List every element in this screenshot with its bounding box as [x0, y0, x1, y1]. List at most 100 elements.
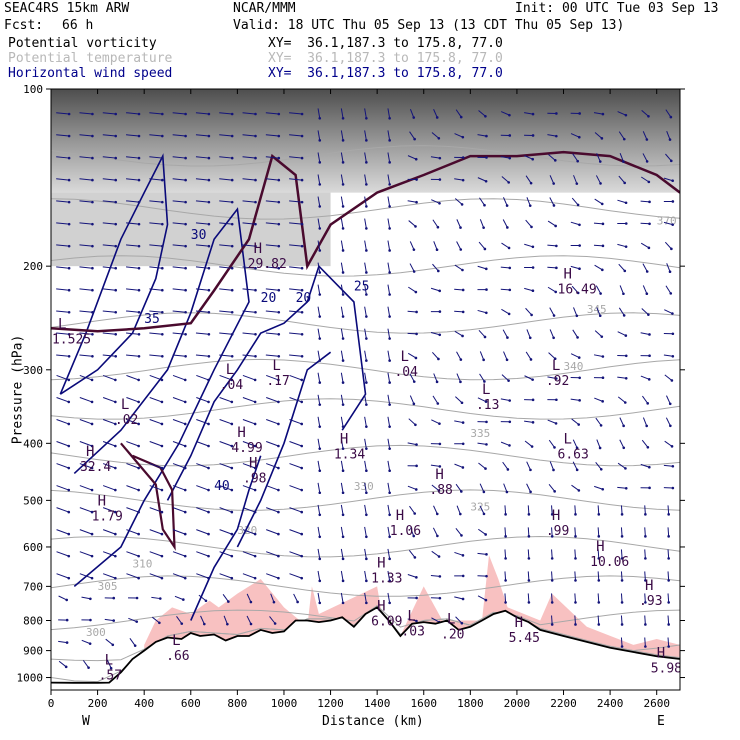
- wind-vector: [79, 178, 93, 181]
- wind-vector-head: [414, 290, 418, 294]
- wind-vector: [266, 573, 279, 579]
- wind-vector: [479, 505, 485, 515]
- wind-vector-head: [341, 425, 345, 428]
- wind-vector: [547, 220, 556, 227]
- wind-vector-head: [506, 336, 509, 339]
- theta-contour: [51, 198, 680, 220]
- wind-vector: [456, 241, 462, 250]
- wind-vector-head: [483, 247, 487, 251]
- wind-vector: [364, 240, 367, 251]
- wind-vector: [79, 551, 93, 557]
- wind-vector: [595, 461, 602, 470]
- wind-vector: [595, 285, 602, 294]
- wind-vector: [56, 200, 70, 203]
- wind-vector: [317, 504, 321, 515]
- wind-vector-head: [203, 622, 206, 626]
- terrain-line: [51, 606, 680, 684]
- wind-vector: [431, 550, 440, 557]
- wind-vector-head: [624, 376, 628, 380]
- wind-vector: [524, 112, 534, 115]
- wind-vector-head: [437, 269, 440, 273]
- wind-vector: [242, 310, 256, 313]
- wind-vector-head: [277, 332, 281, 336]
- wind-vector-head: [550, 623, 554, 626]
- wind-vector-head: [388, 447, 391, 450]
- wind-vector-head: [365, 227, 368, 230]
- theta-contour: [51, 358, 680, 381]
- wind-vector: [79, 507, 93, 513]
- wind-vector: [79, 485, 93, 491]
- wind-vector-head: [137, 554, 140, 558]
- wind-vector: [102, 374, 116, 381]
- wind-vector: [364, 394, 367, 405]
- extremum-marker: L: [447, 612, 455, 628]
- wind-vector: [430, 464, 440, 467]
- wind-vector: [317, 240, 321, 251]
- extremum-marker: H: [340, 431, 348, 447]
- wind-vector-head: [671, 354, 675, 358]
- wind-vector-head: [554, 422, 558, 425]
- wind-vector-head: [438, 596, 442, 600]
- wind-vector: [479, 351, 485, 361]
- wind-vector: [196, 441, 209, 447]
- wind-vector: [593, 112, 603, 115]
- model-title: SEAC4RS 15km ARW: [4, 1, 130, 16]
- wind-vector-head: [137, 200, 141, 204]
- wind-vector: [454, 310, 464, 313]
- extremum-value: 32.4: [80, 460, 111, 475]
- wind-vector-head: [529, 358, 533, 361]
- extremum-value: 1.525: [52, 332, 91, 347]
- theta-contour-label: 310: [133, 557, 153, 570]
- wind-vector: [525, 175, 532, 184]
- extremum-value: 16.49: [558, 283, 597, 298]
- wind-vector-head: [438, 333, 442, 337]
- wind-vector-head: [184, 288, 187, 292]
- wind-vector: [526, 197, 531, 206]
- wind-vector-head: [318, 381, 322, 384]
- wind-vector: [149, 156, 163, 159]
- wind-vector-head: [114, 576, 117, 580]
- wind-vector-head: [620, 623, 624, 626]
- wind-vector: [195, 266, 209, 269]
- wind-vector-head: [461, 334, 464, 338]
- wind-vector-head: [530, 225, 533, 229]
- wind-vector-head: [600, 202, 604, 206]
- wind-vector: [172, 573, 186, 579]
- wind-vector: [433, 373, 438, 383]
- wind-vector: [79, 134, 93, 137]
- wind-vector: [620, 593, 623, 603]
- wind-vector: [364, 262, 367, 273]
- wind-vector: [593, 222, 603, 225]
- wind-vector-head: [648, 465, 651, 469]
- wind-vector: [126, 374, 139, 381]
- wind-vector-head: [277, 288, 281, 292]
- wind-vector: [524, 420, 534, 423]
- wind-vector-head: [669, 424, 672, 428]
- wind-vector: [524, 375, 533, 381]
- wind-vector-head: [114, 378, 117, 382]
- wind-vector-head: [623, 181, 626, 185]
- wind-vector-head: [230, 156, 234, 160]
- wind-vector-head: [365, 293, 368, 296]
- wind-vector: [149, 441, 163, 447]
- wind-vector: [597, 527, 600, 537]
- wind-vector: [149, 485, 163, 491]
- wind-vector-head: [137, 422, 140, 426]
- wind-vector-head: [461, 288, 465, 292]
- wind-vector-head: [438, 156, 442, 160]
- wind-vector: [364, 306, 367, 317]
- wind-vector: [620, 571, 623, 581]
- wind-vector-head: [161, 222, 164, 226]
- wind-vector: [617, 331, 627, 337]
- wind-vector-head: [647, 114, 650, 118]
- wind-vector: [242, 551, 256, 557]
- wind-vector: [195, 244, 209, 247]
- wind-vector-head: [598, 446, 602, 450]
- wind-vector: [641, 308, 649, 316]
- wind-vector-head: [670, 247, 673, 251]
- wind-vector-head: [438, 178, 442, 181]
- extremum-value: .99: [546, 524, 569, 539]
- wind-vector: [196, 573, 209, 579]
- wind-vector: [617, 111, 627, 116]
- wind-vector: [102, 441, 116, 447]
